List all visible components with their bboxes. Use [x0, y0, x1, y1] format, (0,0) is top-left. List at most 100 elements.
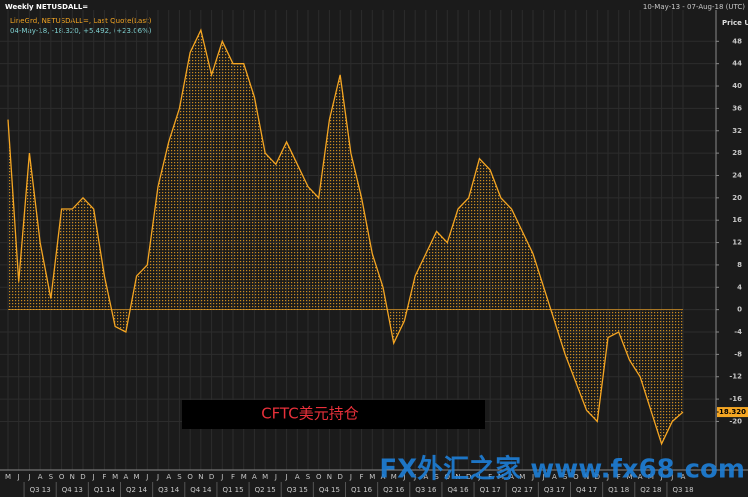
quarter-label: Q1 15 — [222, 486, 243, 494]
chart-title: Weekly NETUSDALL= — [5, 3, 88, 11]
x-tick-label: F — [360, 473, 364, 481]
x-tick-label: F — [231, 473, 235, 481]
y-tick-label: 4 — [737, 283, 742, 291]
quarter-label: Q2 15 — [255, 486, 276, 494]
x-tick-label: M — [391, 473, 397, 481]
line — [7, 28, 684, 446]
x-tick-label: A — [552, 473, 557, 481]
x-tick-label: S — [563, 473, 568, 481]
x-tick-label: M — [5, 473, 11, 481]
y-tick-label: 8 — [737, 261, 742, 269]
last-value-tag — [717, 407, 748, 418]
x-tick-label: N — [327, 473, 332, 481]
quarter-label: Q1 16 — [351, 486, 373, 494]
x-tick-label: S — [434, 473, 439, 481]
x-tick-label: O — [316, 473, 322, 481]
quarter-label: Q2 14 — [126, 486, 148, 494]
x-tick-label: D — [80, 473, 85, 481]
x-tick-label: A — [638, 473, 643, 481]
x-tick-label: S — [177, 473, 182, 481]
y-tick-label: 36 — [732, 104, 742, 112]
x-tick-label: N — [70, 473, 75, 481]
x-tick-label: J — [145, 473, 148, 481]
x-tick-label: J — [402, 473, 405, 481]
x-tick-label: O — [573, 473, 579, 481]
y-tick-label: 12 — [732, 239, 742, 247]
x-tick-label: A — [509, 473, 514, 481]
x-tick-label: A — [252, 473, 257, 481]
x-tick-label: J — [606, 473, 609, 481]
x-tick-label: A — [295, 473, 300, 481]
y-tick-label: 24 — [732, 171, 742, 179]
x-tick-label: M — [648, 473, 654, 481]
quarter-label: Q1 17 — [480, 486, 501, 494]
area — [8, 30, 683, 444]
y-tick-label: 40 — [732, 82, 742, 90]
x-tick-label: J — [477, 473, 480, 481]
x-tick-label: N — [198, 473, 203, 481]
watermark: FX外汇之家 www.fx68.com — [379, 454, 745, 485]
x-tick-label: M — [241, 473, 247, 481]
x-tick-label: F — [617, 473, 621, 481]
y-tick-label: 16 — [732, 216, 742, 224]
quarter-label: Q2 17 — [512, 486, 533, 494]
x-tick-label: J — [285, 473, 288, 481]
quarter-label: Q3 18 — [672, 486, 693, 494]
quarter-label: Q2 18 — [640, 486, 661, 494]
x-tick-label: J — [670, 473, 673, 481]
x-tick-label: N — [584, 473, 589, 481]
x-tick-label: J — [349, 473, 352, 481]
quarter-label: Q3 13 — [30, 486, 51, 494]
x-tick-label: D — [209, 473, 214, 481]
quote-line: 04-May-18, -18.320, +5.492, (+23.06%) — [10, 27, 152, 35]
quarter-label: Q3 16 — [415, 486, 437, 494]
quarter-label: Q4 14 — [190, 486, 212, 494]
quarter-label: Q1 14 — [94, 486, 116, 494]
x-tick-label: O — [187, 473, 193, 481]
x-tick-label: S — [49, 473, 54, 481]
x-tick-label: J — [542, 473, 545, 481]
x-tick-label: O — [445, 473, 451, 481]
x-tick-label: J — [92, 473, 95, 481]
quarter-label: Q4 13 — [62, 486, 83, 494]
x-tick-label: J — [413, 473, 416, 481]
x-tick-label: D — [466, 473, 471, 481]
x-tick-label: M — [519, 473, 525, 481]
quarter-label: Q3 15 — [287, 486, 308, 494]
x-tick-label: J — [17, 473, 20, 481]
x-tick-label: J — [27, 473, 30, 481]
x-tick-label: N — [455, 473, 460, 481]
annotation: CFTC美元持仓 — [261, 405, 359, 423]
y-tick-label: 28 — [732, 149, 742, 157]
annotation-box — [182, 400, 485, 429]
y-tick-label: -12 — [729, 373, 742, 381]
quarter-label: Q2 16 — [383, 486, 405, 494]
y-tick-label: 32 — [732, 127, 742, 135]
y-axis-label: Price USD — [722, 19, 748, 27]
x-tick-label: J — [660, 473, 663, 481]
quarter-label: Q4 15 — [319, 486, 340, 494]
x-tick-label: A — [38, 473, 43, 481]
x-tick-label: O — [59, 473, 65, 481]
y-tick-label: 20 — [732, 194, 742, 202]
x-tick-label: A — [166, 473, 171, 481]
date-range: 10-May-13 - 07-Aug-18 (UTC) — [643, 3, 745, 11]
x-tick-label: J — [274, 473, 277, 481]
x-tick-label: J — [156, 473, 159, 481]
y-tick-label: 44 — [732, 60, 742, 68]
quarter-label: Q4 16 — [447, 486, 469, 494]
quarter-label: Q3 14 — [158, 486, 180, 494]
value-label: -18.320 — [716, 408, 746, 416]
x-tick-label: J — [220, 473, 223, 481]
x-tick-label: A — [123, 473, 128, 481]
quarter-label: Q1 18 — [608, 486, 629, 494]
x-tick-label: M — [498, 473, 504, 481]
y-tick-label: -16 — [729, 395, 742, 403]
x-tick-label: D — [337, 473, 342, 481]
x-tick-label: A — [681, 473, 686, 481]
y-tick-label: -4 — [734, 328, 742, 336]
x-tick-label: M — [262, 473, 268, 481]
subtitle: LineGrd, NETUSDALL=, Last Quote(Last) — [10, 17, 152, 25]
x-tick-label: S — [306, 473, 311, 481]
